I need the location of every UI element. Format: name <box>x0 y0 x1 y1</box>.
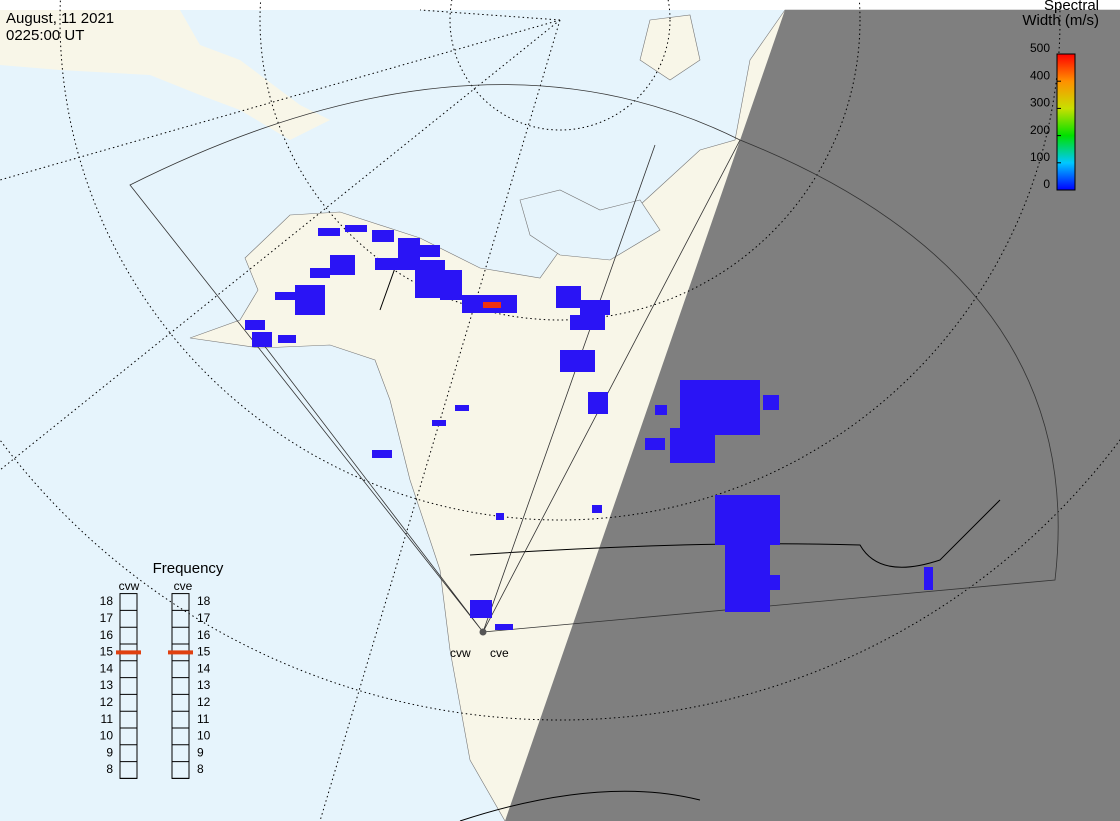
echo <box>570 315 605 330</box>
echo <box>420 245 440 257</box>
frequency-tick-label: 17 <box>197 611 211 625</box>
radar-label: cve <box>490 646 509 660</box>
colorbar-tick-label: 100 <box>1030 150 1050 164</box>
frequency-marker <box>168 650 193 655</box>
echo <box>245 320 265 330</box>
echo <box>715 495 780 545</box>
frequency-tick-label: 18 <box>100 594 114 608</box>
time: 0225:00 UT <box>6 27 84 44</box>
frequency-radar-name: cve <box>174 579 193 593</box>
frequency-tick-label: 10 <box>197 729 211 743</box>
radar-fan <box>129 84 1059 633</box>
grid-circle <box>259 0 861 321</box>
colorbar-tick-label: 200 <box>1030 123 1050 137</box>
echo <box>345 225 367 232</box>
echo <box>670 428 715 463</box>
echo <box>592 505 602 513</box>
land-siberia <box>0 10 330 140</box>
echo <box>310 268 330 278</box>
echo <box>398 238 420 270</box>
frequency-marker <box>116 650 141 655</box>
frequency-tick-label: 16 <box>197 628 211 642</box>
water-arctic-channel <box>519 189 661 261</box>
frequency-radar-name: cvw <box>119 579 140 593</box>
night-region <box>505 10 1120 821</box>
echo <box>470 600 492 618</box>
colorbar-tick-label: 400 <box>1030 68 1050 82</box>
frequency-tick-label: 8 <box>197 762 204 776</box>
echo <box>580 300 610 315</box>
echo <box>645 438 665 450</box>
border <box>469 499 1001 568</box>
echo <box>330 255 355 275</box>
frequency-tick-label: 16 <box>100 628 114 642</box>
frequency-tick-label: 11 <box>101 712 114 726</box>
radar-label: cvw <box>450 646 471 660</box>
frequency-tick-label: 13 <box>100 678 114 692</box>
echo <box>278 335 296 343</box>
frequency-tick-label: 9 <box>106 745 113 759</box>
echo <box>483 302 501 308</box>
echo <box>275 292 295 300</box>
frequency-tick-label: 17 <box>100 611 114 625</box>
frequency-tick-label: 15 <box>100 645 114 659</box>
frequency-tick-label: 9 <box>197 745 204 759</box>
echo <box>375 258 400 270</box>
frequency-tick-label: 10 <box>100 729 114 743</box>
colorbar-title: Width (m/s) <box>1022 12 1099 29</box>
echo <box>763 395 779 410</box>
radar-site <box>479 628 487 636</box>
echoes <box>245 225 933 630</box>
echo <box>318 228 340 236</box>
frequency-tick-label: 12 <box>197 695 211 709</box>
frequency-tick-label: 13 <box>197 678 211 692</box>
date: August, 11 2021 <box>6 10 114 27</box>
frequency-tick-label: 12 <box>100 695 114 709</box>
echo <box>252 332 272 347</box>
frequency-tick-label: 14 <box>197 661 211 675</box>
colorbar <box>1056 53 1076 191</box>
land-island <box>639 14 701 81</box>
frequency-tick-label: 11 <box>197 712 210 726</box>
echo <box>725 540 770 612</box>
colorbar-title: Spectral <box>1044 0 1099 14</box>
frequency-tick-label: 14 <box>100 661 114 675</box>
grid-circle <box>59 0 1061 521</box>
echo <box>655 405 667 415</box>
echo <box>588 392 608 414</box>
echo <box>496 513 504 520</box>
echo <box>372 450 392 458</box>
colorbar-tick-label: 300 <box>1030 96 1050 110</box>
echo <box>455 405 469 411</box>
frequency-title: Frequency <box>153 560 224 577</box>
echo <box>495 624 513 630</box>
frequency-tick-label: 8 <box>106 762 113 776</box>
echo <box>556 286 581 308</box>
echo <box>295 285 325 315</box>
echo <box>770 575 780 590</box>
colorbar-tick-label: 500 <box>1030 41 1050 55</box>
echo <box>680 380 760 435</box>
grid-circle <box>449 0 671 131</box>
echo <box>440 270 462 300</box>
echo <box>924 567 933 590</box>
frequency-tick-label: 18 <box>197 594 211 608</box>
grid-circle <box>0 438 1120 721</box>
echo <box>560 350 595 372</box>
frequency-tick-label: 15 <box>197 645 211 659</box>
echo <box>432 420 446 426</box>
echo <box>372 230 394 242</box>
colorbar-tick-label: 0 <box>1043 177 1050 191</box>
